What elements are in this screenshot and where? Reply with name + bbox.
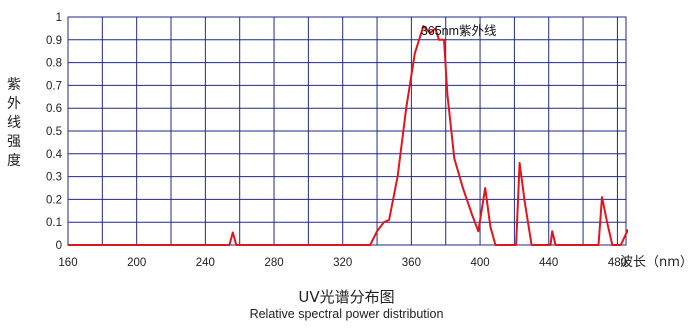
peak-annotation: 365nm紫外线 [421, 24, 497, 38]
y-tick-label: 1 [56, 12, 62, 24]
x-tick-label: 160 [58, 257, 77, 269]
tick-labels: 0 0.1 0.2 0.3 0.4 0.5 0.6 0.7 0.8 0.9 1 160 200 240 28… [46, 12, 627, 269]
x-tick-label: 360 [402, 257, 421, 269]
chart-title: UV光谱分布图 [298, 288, 395, 306]
series-layer [68, 25, 628, 246]
x-tick-label: 480 [608, 257, 627, 269]
y-tick-label: 0.5 [46, 126, 62, 138]
y-tick-label: 0.2 [46, 194, 62, 206]
spectrum-series-line [68, 25, 628, 246]
y-tick-label: 0 [56, 240, 62, 252]
x-axis-title: 波长（nm） [620, 255, 693, 270]
x-tick-label: 440 [539, 257, 558, 269]
grid-lines [67, 16, 627, 246]
chart-subtitle: Relative spectral power distribution [249, 307, 444, 321]
y-tick-label: 0.8 [46, 58, 62, 70]
y-tick-label: 0.3 [46, 172, 62, 184]
y-tick-label: 0.1 [46, 217, 62, 229]
x-tick-label: 200 [127, 257, 146, 269]
y-tick-label: 0.6 [46, 103, 62, 115]
x-tick-label: 240 [196, 257, 215, 269]
y-tick-label: 0.7 [46, 80, 62, 92]
x-tick-label: 400 [470, 257, 489, 269]
x-tick-label: 320 [333, 257, 352, 269]
annotation-layer: 365nm紫外线 [421, 24, 497, 38]
y-tick-label: 0.4 [46, 149, 63, 161]
y-tick-label: 0.9 [46, 35, 62, 47]
x-tick-label: 280 [264, 257, 283, 269]
y-axis-title: 紫外线强度 [7, 77, 21, 169]
